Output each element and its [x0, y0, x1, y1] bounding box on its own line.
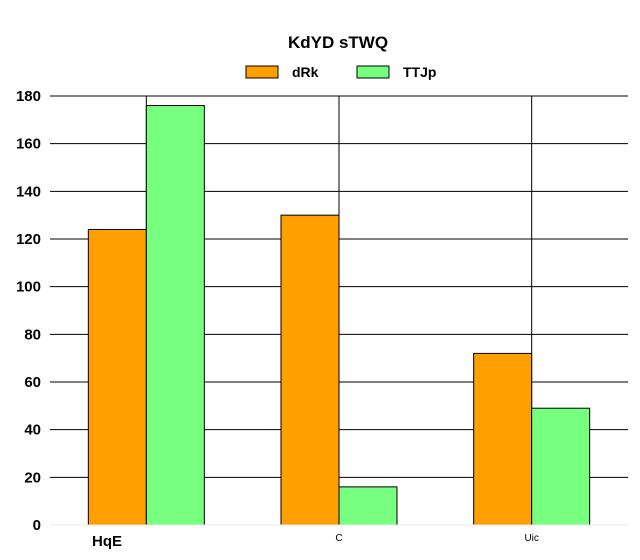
legend-swatch — [245, 65, 279, 79]
y-tick-label: 100 — [16, 279, 41, 296]
y-tick-label: 80 — [24, 326, 41, 343]
bars — [87, 105, 591, 526]
legend-swatch — [356, 65, 390, 79]
y-axis: 0 20 40 60 80 100 120 140 160 180 — [16, 88, 41, 534]
legend: dRk TTJp — [245, 64, 436, 80]
bar — [87, 228, 147, 526]
y-tick-label: 140 — [16, 183, 41, 200]
x-axis: HqE C Uic — [50, 524, 628, 550]
bar — [280, 214, 340, 526]
x-tick-label: HqE — [92, 533, 122, 550]
legend-label: dRk — [292, 64, 319, 80]
x-tick-label: Uic — [524, 533, 538, 544]
bar — [338, 486, 398, 526]
bar — [145, 105, 205, 526]
y-tick-label: 60 — [24, 374, 41, 391]
legend-label: TTJp — [403, 64, 436, 80]
y-tick-label: 120 — [16, 231, 41, 248]
bar — [531, 407, 591, 526]
y-tick-label: 0 — [33, 517, 41, 534]
bar — [473, 352, 533, 526]
y-tick-label: 180 — [16, 88, 41, 105]
y-tick-label: 160 — [16, 136, 41, 153]
chart-title: KdYD sTWQ — [288, 33, 388, 52]
y-tick-label: 40 — [24, 422, 41, 439]
x-tick-label: C — [335, 533, 342, 544]
y-tick-label: 20 — [24, 469, 41, 486]
